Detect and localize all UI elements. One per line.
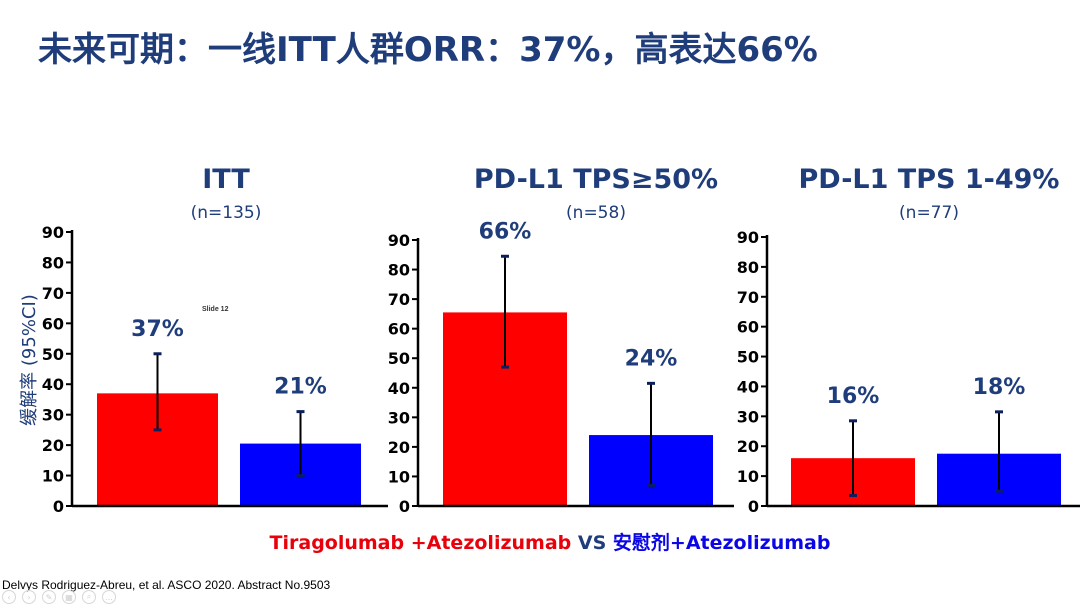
y-tick-label: 70 <box>42 284 64 303</box>
y-tick-label: 10 <box>737 467 759 486</box>
pen-icon[interactable]: ✎ <box>42 590 56 604</box>
y-tick-label: 60 <box>388 320 410 339</box>
bar-value-label: 37% <box>131 317 184 342</box>
y-tick-label: 80 <box>737 258 759 277</box>
treatment-legend: Tiragolumab +Atezolizumab VS 安慰剂+Atezoli… <box>0 528 1080 555</box>
bar-value-label: 66% <box>479 219 532 244</box>
y-tick-label: 80 <box>42 253 64 272</box>
chart-subtitle: (n=77) <box>899 203 959 223</box>
y-tick-label: 40 <box>42 375 64 394</box>
legend-arm1: Tiragolumab +Atezolizumab <box>269 532 572 554</box>
y-tick-label: 90 <box>388 231 410 250</box>
bar-value-label: 18% <box>973 375 1026 400</box>
y-tick-label: 10 <box>42 467 64 486</box>
legend-arm2: 安慰剂+Atezolizumab <box>612 532 831 554</box>
next-icon[interactable]: › <box>22 590 36 604</box>
y-tick-label: 30 <box>737 407 759 426</box>
chart-subtitle: (n=58) <box>566 203 626 223</box>
chart-title: ITT <box>202 164 250 195</box>
y-tick-label: 0 <box>53 497 64 516</box>
bar-value-label: 16% <box>827 384 880 409</box>
grid-icon[interactable]: ▦ <box>62 590 76 604</box>
citation-footnote: Delvys Rodriguez-Abreu, et al. ASCO 2020… <box>2 578 331 592</box>
zoom-icon[interactable]: ⌕ <box>82 590 96 604</box>
presentation-toolbar: ‹ › ✎ ▦ ⌕ … <box>2 590 116 604</box>
bar-value-label: 21% <box>274 375 327 400</box>
chart-subtitle: (n=135) <box>191 203 262 223</box>
y-tick-label: 10 <box>388 467 410 486</box>
page-title: 未来可期：一线ITT人群ORR：37%，高表达66% <box>38 30 818 70</box>
y-tick-label: 20 <box>737 437 759 456</box>
more-icon[interactable]: … <box>102 590 116 604</box>
slide-number-note: Slide 12 <box>202 306 229 313</box>
y-tick-label: 0 <box>399 497 410 516</box>
y-tick-label: 90 <box>42 223 64 242</box>
chart-title: PD-L1 TPS 1-49% <box>799 164 1060 195</box>
y-tick-label: 90 <box>737 228 759 247</box>
legend-vs: VS <box>577 532 607 554</box>
y-tick-label: 80 <box>388 261 410 280</box>
y-tick-label: 50 <box>42 345 64 364</box>
y-tick-label: 60 <box>737 318 759 337</box>
y-tick-label: 40 <box>737 377 759 396</box>
y-tick-label: 30 <box>388 408 410 427</box>
y-tick-label: 50 <box>737 348 759 367</box>
y-tick-label: 20 <box>388 438 410 457</box>
y-tick-label: 40 <box>388 379 410 398</box>
y-tick-label: 50 <box>388 349 410 368</box>
bar-value-label: 24% <box>625 346 678 371</box>
y-tick-label: 30 <box>42 406 64 425</box>
y-tick-label: 70 <box>388 290 410 309</box>
y-tick-label: 70 <box>737 288 759 307</box>
chart-title: PD-L1 TPS≥50% <box>474 164 718 195</box>
y-tick-label: 0 <box>748 497 759 516</box>
y-tick-label: 60 <box>42 314 64 333</box>
y-tick-label: 20 <box>42 436 64 455</box>
prev-icon[interactable]: ‹ <box>2 590 16 604</box>
